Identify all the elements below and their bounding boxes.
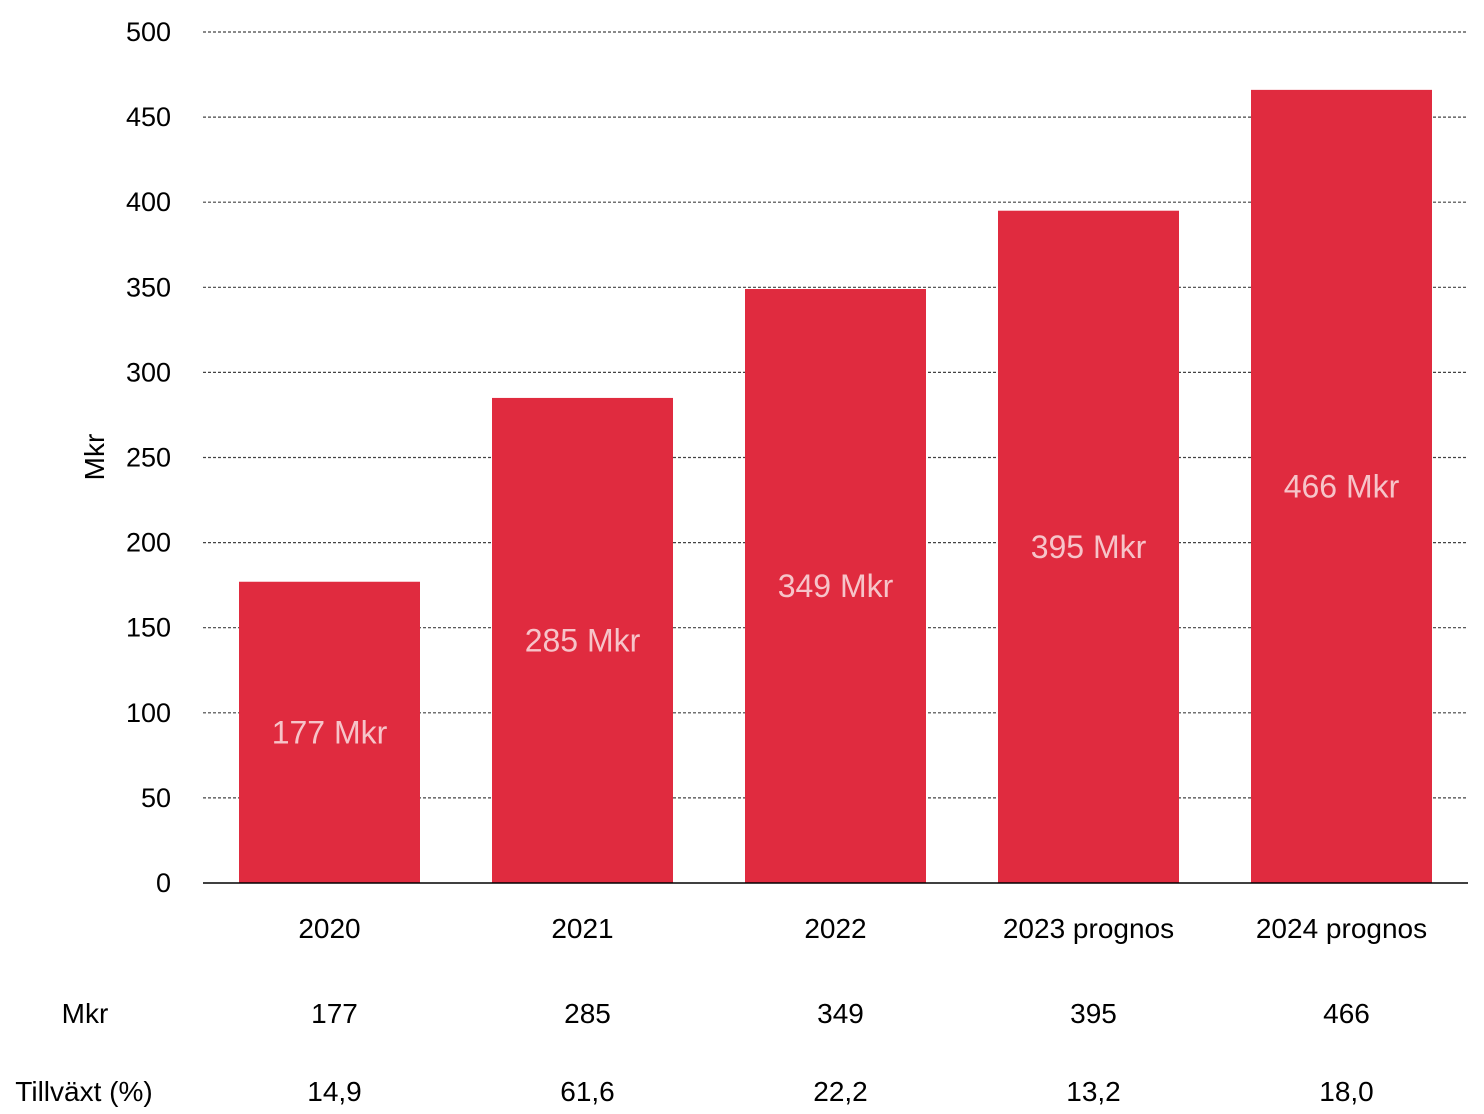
table-row-label-1: Tillväxt (%) bbox=[15, 1076, 152, 1107]
bar-2 bbox=[745, 289, 926, 883]
bar-data-label-3: 395 Mkr bbox=[1031, 529, 1147, 565]
y-tick-label-500: 500 bbox=[126, 17, 171, 47]
y-tick-label-50: 50 bbox=[141, 783, 171, 813]
table-row-label-0: Mkr bbox=[62, 998, 109, 1029]
bar-data-label-4: 466 Mkr bbox=[1284, 468, 1400, 504]
y-axis-tick-labels: 0 50 100 150 200 250 300 350 400 450 500 bbox=[126, 17, 171, 898]
table-cell-0-4: 466 bbox=[1323, 998, 1370, 1029]
data-table: Mkr 177 285 349 395 466 Tillväxt (%) 14,9 61,6 22… bbox=[15, 998, 1373, 1107]
x-tick-label-1: 2021 bbox=[551, 913, 613, 944]
bars bbox=[239, 89, 1432, 884]
y-tick-label-300: 300 bbox=[126, 357, 171, 387]
x-tick-label-3: 2023 prognos bbox=[1003, 913, 1174, 944]
bar-1 bbox=[492, 397, 673, 883]
table-cell-1-1: 61,6 bbox=[560, 1076, 615, 1107]
x-tick-label-4: 2024 prognos bbox=[1256, 913, 1427, 944]
table-cell-0-0: 177 bbox=[311, 998, 358, 1029]
table-cell-0-2: 349 bbox=[817, 998, 864, 1029]
y-tick-label-450: 450 bbox=[126, 102, 171, 132]
bar-4 bbox=[1251, 89, 1432, 884]
y-axis-title: Mkr bbox=[79, 434, 110, 481]
y-tick-label-150: 150 bbox=[126, 613, 171, 643]
bar-0 bbox=[239, 581, 420, 883]
table-cell-1-0: 14,9 bbox=[307, 1076, 362, 1107]
bar-data-label-2: 349 Mkr bbox=[778, 568, 894, 604]
y-tick-label-250: 250 bbox=[126, 443, 171, 473]
bar-data-labels: 177 Mkr 285 Mkr 349 Mkr 395 Mkr 466 Mkr bbox=[272, 468, 1400, 750]
table-cell-1-4: 18,0 bbox=[1319, 1076, 1374, 1107]
x-tick-label-2: 2022 bbox=[804, 913, 866, 944]
y-tick-label-350: 350 bbox=[126, 272, 171, 302]
x-axis-category-labels: 2020 2021 2022 2023 prognos 2024 prognos bbox=[298, 913, 1427, 944]
x-tick-label-0: 2020 bbox=[298, 913, 360, 944]
table-cell-1-3: 13,2 bbox=[1066, 1076, 1121, 1107]
y-tick-label-0: 0 bbox=[156, 868, 171, 898]
y-tick-label-200: 200 bbox=[126, 528, 171, 558]
table-cell-0-1: 285 bbox=[564, 998, 611, 1029]
bar-data-label-0: 177 Mkr bbox=[272, 714, 388, 750]
y-tick-label-400: 400 bbox=[126, 187, 171, 217]
table-cell-1-2: 22,2 bbox=[813, 1076, 868, 1107]
bar-3 bbox=[998, 210, 1179, 883]
bar-data-label-1: 285 Mkr bbox=[525, 622, 641, 658]
table-cell-0-3: 395 bbox=[1070, 998, 1117, 1029]
y-tick-label-100: 100 bbox=[126, 698, 171, 728]
